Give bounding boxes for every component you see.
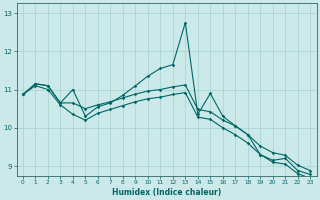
X-axis label: Humidex (Indice chaleur): Humidex (Indice chaleur) [112,188,221,197]
